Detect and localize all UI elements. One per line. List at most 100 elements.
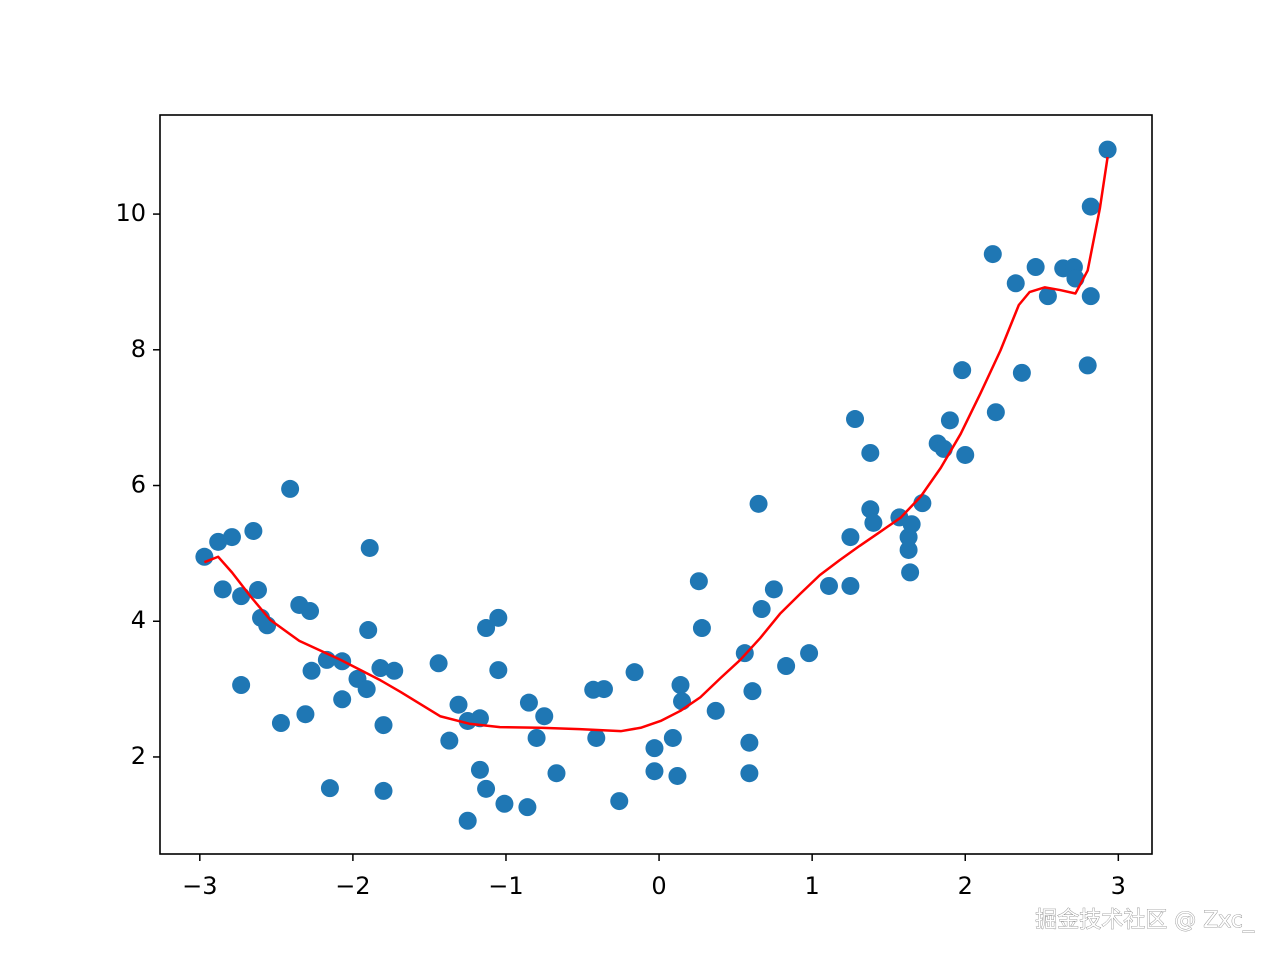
scatter-point xyxy=(841,576,860,595)
scatter-point xyxy=(706,701,725,720)
scatter-point xyxy=(527,728,546,747)
scatter-point xyxy=(846,410,865,429)
fit-line xyxy=(203,156,1109,733)
scatter-point xyxy=(271,714,290,733)
scatter-point xyxy=(1081,197,1100,216)
scatter-point xyxy=(333,690,352,709)
scatter-point xyxy=(371,659,390,678)
scatter-point xyxy=(301,602,320,621)
scatter-point xyxy=(899,540,918,559)
y-tick-label: 2 xyxy=(131,742,146,770)
scatter-point xyxy=(232,676,251,695)
scatter-point xyxy=(594,680,613,699)
scatter-point xyxy=(764,580,783,599)
scatter-point xyxy=(470,709,489,728)
scatter-point xyxy=(449,695,468,714)
scatter-point xyxy=(489,608,508,627)
scatter-point xyxy=(749,494,768,513)
scatter-point xyxy=(357,680,376,699)
scatter-point xyxy=(740,764,759,783)
scatter-point xyxy=(752,600,771,619)
scatter-point xyxy=(663,728,682,747)
scatter-point xyxy=(673,692,692,711)
scatter-point xyxy=(195,547,214,566)
scatter-point xyxy=(477,619,496,638)
scatter-point xyxy=(743,682,762,701)
scatter-point xyxy=(429,654,448,673)
scatter-point xyxy=(1026,258,1045,277)
scatter-point xyxy=(360,538,379,557)
scatter-point xyxy=(587,728,606,747)
scatter-point xyxy=(956,445,975,464)
scatter-point xyxy=(953,361,972,380)
scatter-point xyxy=(1006,274,1025,293)
scatter-point xyxy=(458,811,477,830)
scatter-point xyxy=(692,619,711,638)
scatter-point xyxy=(625,663,644,682)
scatter-point xyxy=(489,661,508,680)
scatter-point xyxy=(740,733,759,752)
scatter-point xyxy=(477,779,496,798)
scatter-point xyxy=(222,528,241,547)
scatter-point xyxy=(440,731,459,750)
scatter-point xyxy=(645,762,664,781)
scatter-point xyxy=(535,707,554,726)
x-tick-label: 0 xyxy=(651,872,666,900)
scatter-point xyxy=(1066,269,1085,288)
scatter-point xyxy=(1012,363,1031,382)
scatter-point xyxy=(519,693,538,712)
scatter-point xyxy=(986,403,1005,422)
scatter-point xyxy=(320,779,339,798)
scatter-point xyxy=(244,521,263,540)
scatter-point xyxy=(296,705,315,724)
x-tick-label: −3 xyxy=(182,872,217,900)
scatter-point xyxy=(302,661,321,680)
scatter-point xyxy=(983,245,1002,264)
x-tick-label: −2 xyxy=(335,872,370,900)
scatter-point xyxy=(689,572,708,591)
scatter-point xyxy=(374,781,393,800)
scatter-point xyxy=(861,500,880,519)
watermark: 掘金技术社区 @ Zxc_ xyxy=(1035,908,1255,933)
scatter-point xyxy=(213,580,232,599)
scatter-point xyxy=(819,576,838,595)
scatter-point xyxy=(861,443,880,462)
scatter-point xyxy=(209,532,228,551)
scatter-point xyxy=(645,739,664,758)
x-tick-label: 1 xyxy=(805,872,820,900)
scatter-point xyxy=(668,766,687,785)
scatter-point xyxy=(1038,287,1057,306)
scatter-point xyxy=(359,621,378,640)
scatter-point xyxy=(1098,140,1117,159)
scatter-point xyxy=(547,764,566,783)
scatter-point xyxy=(281,479,300,498)
scatter-point xyxy=(470,760,489,779)
scatter-point xyxy=(518,798,537,817)
plot-frame xyxy=(159,114,1153,855)
x-tick-label: 3 xyxy=(1111,872,1126,900)
y-tick-label: 10 xyxy=(115,199,146,227)
scatter-point xyxy=(1081,287,1100,306)
scatter-point xyxy=(385,661,404,680)
scatter-point xyxy=(495,794,514,813)
scatter-point xyxy=(610,792,629,811)
scatter-point xyxy=(800,644,819,663)
scatter-point xyxy=(671,676,690,695)
scatter-point xyxy=(841,528,860,547)
x-tick-label: −1 xyxy=(488,872,523,900)
scatter-point xyxy=(258,616,277,635)
y-tick-label: 8 xyxy=(131,335,146,363)
scatter-point xyxy=(777,657,796,676)
y-tick-label: 6 xyxy=(131,471,146,499)
scatter-point xyxy=(248,581,267,600)
scatter-point xyxy=(864,513,883,532)
scatter-point xyxy=(374,716,393,735)
scatter-point xyxy=(232,587,251,606)
scatter-point xyxy=(940,411,959,430)
scatter-point xyxy=(901,563,920,582)
x-tick-label: 2 xyxy=(958,872,973,900)
scatter-point xyxy=(902,515,921,534)
scatter-point xyxy=(1078,356,1097,375)
